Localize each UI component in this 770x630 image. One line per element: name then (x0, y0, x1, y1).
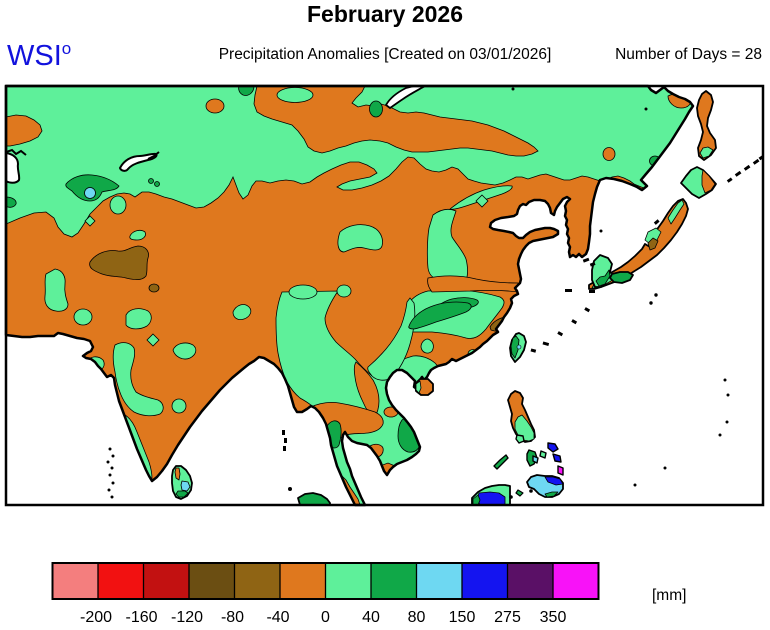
svg-text:-40: -40 (266, 609, 289, 626)
svg-text:February 2026: February 2026 (307, 1, 463, 27)
svg-text:Number of Days = 28: Number of Days = 28 (615, 46, 762, 63)
svg-text:Precipitation Anomalies [Creat: Precipitation Anomalies [Created on 03/0… (219, 46, 552, 63)
svg-text:[mm]: [mm] (652, 587, 686, 604)
svg-text:WSIo: WSIo (7, 39, 71, 72)
svg-text:275: 275 (494, 609, 521, 626)
svg-text:-80: -80 (221, 609, 244, 626)
svg-text:-200: -200 (80, 609, 112, 626)
svg-text:40: 40 (362, 609, 380, 626)
svg-text:80: 80 (408, 609, 426, 626)
svg-text:-160: -160 (125, 609, 157, 626)
svg-text:-120: -120 (171, 609, 203, 626)
svg-text:150: 150 (449, 609, 476, 626)
svg-text:350: 350 (540, 609, 567, 626)
svg-text:0: 0 (321, 609, 330, 626)
